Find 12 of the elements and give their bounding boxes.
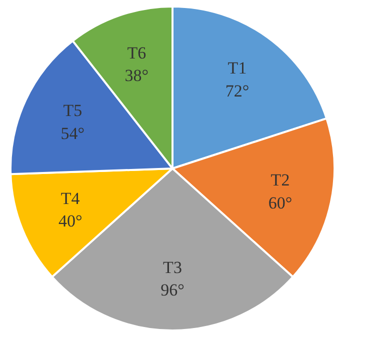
- data-label: 72°: [225, 81, 250, 100]
- data-label: 54°: [60, 124, 85, 143]
- slice-label: T5: [63, 101, 82, 120]
- data-label: 38°: [124, 66, 149, 86]
- data-label: 60°: [268, 193, 292, 212]
- slice-label: T1: [228, 58, 247, 78]
- data-label: 96°: [160, 280, 184, 300]
- slice-label: T3: [163, 258, 182, 277]
- slice-label: T6: [127, 43, 146, 62]
- slice-label: T4: [60, 188, 80, 208]
- slice-label: T2: [270, 170, 290, 190]
- data-label: 40°: [58, 212, 82, 231]
